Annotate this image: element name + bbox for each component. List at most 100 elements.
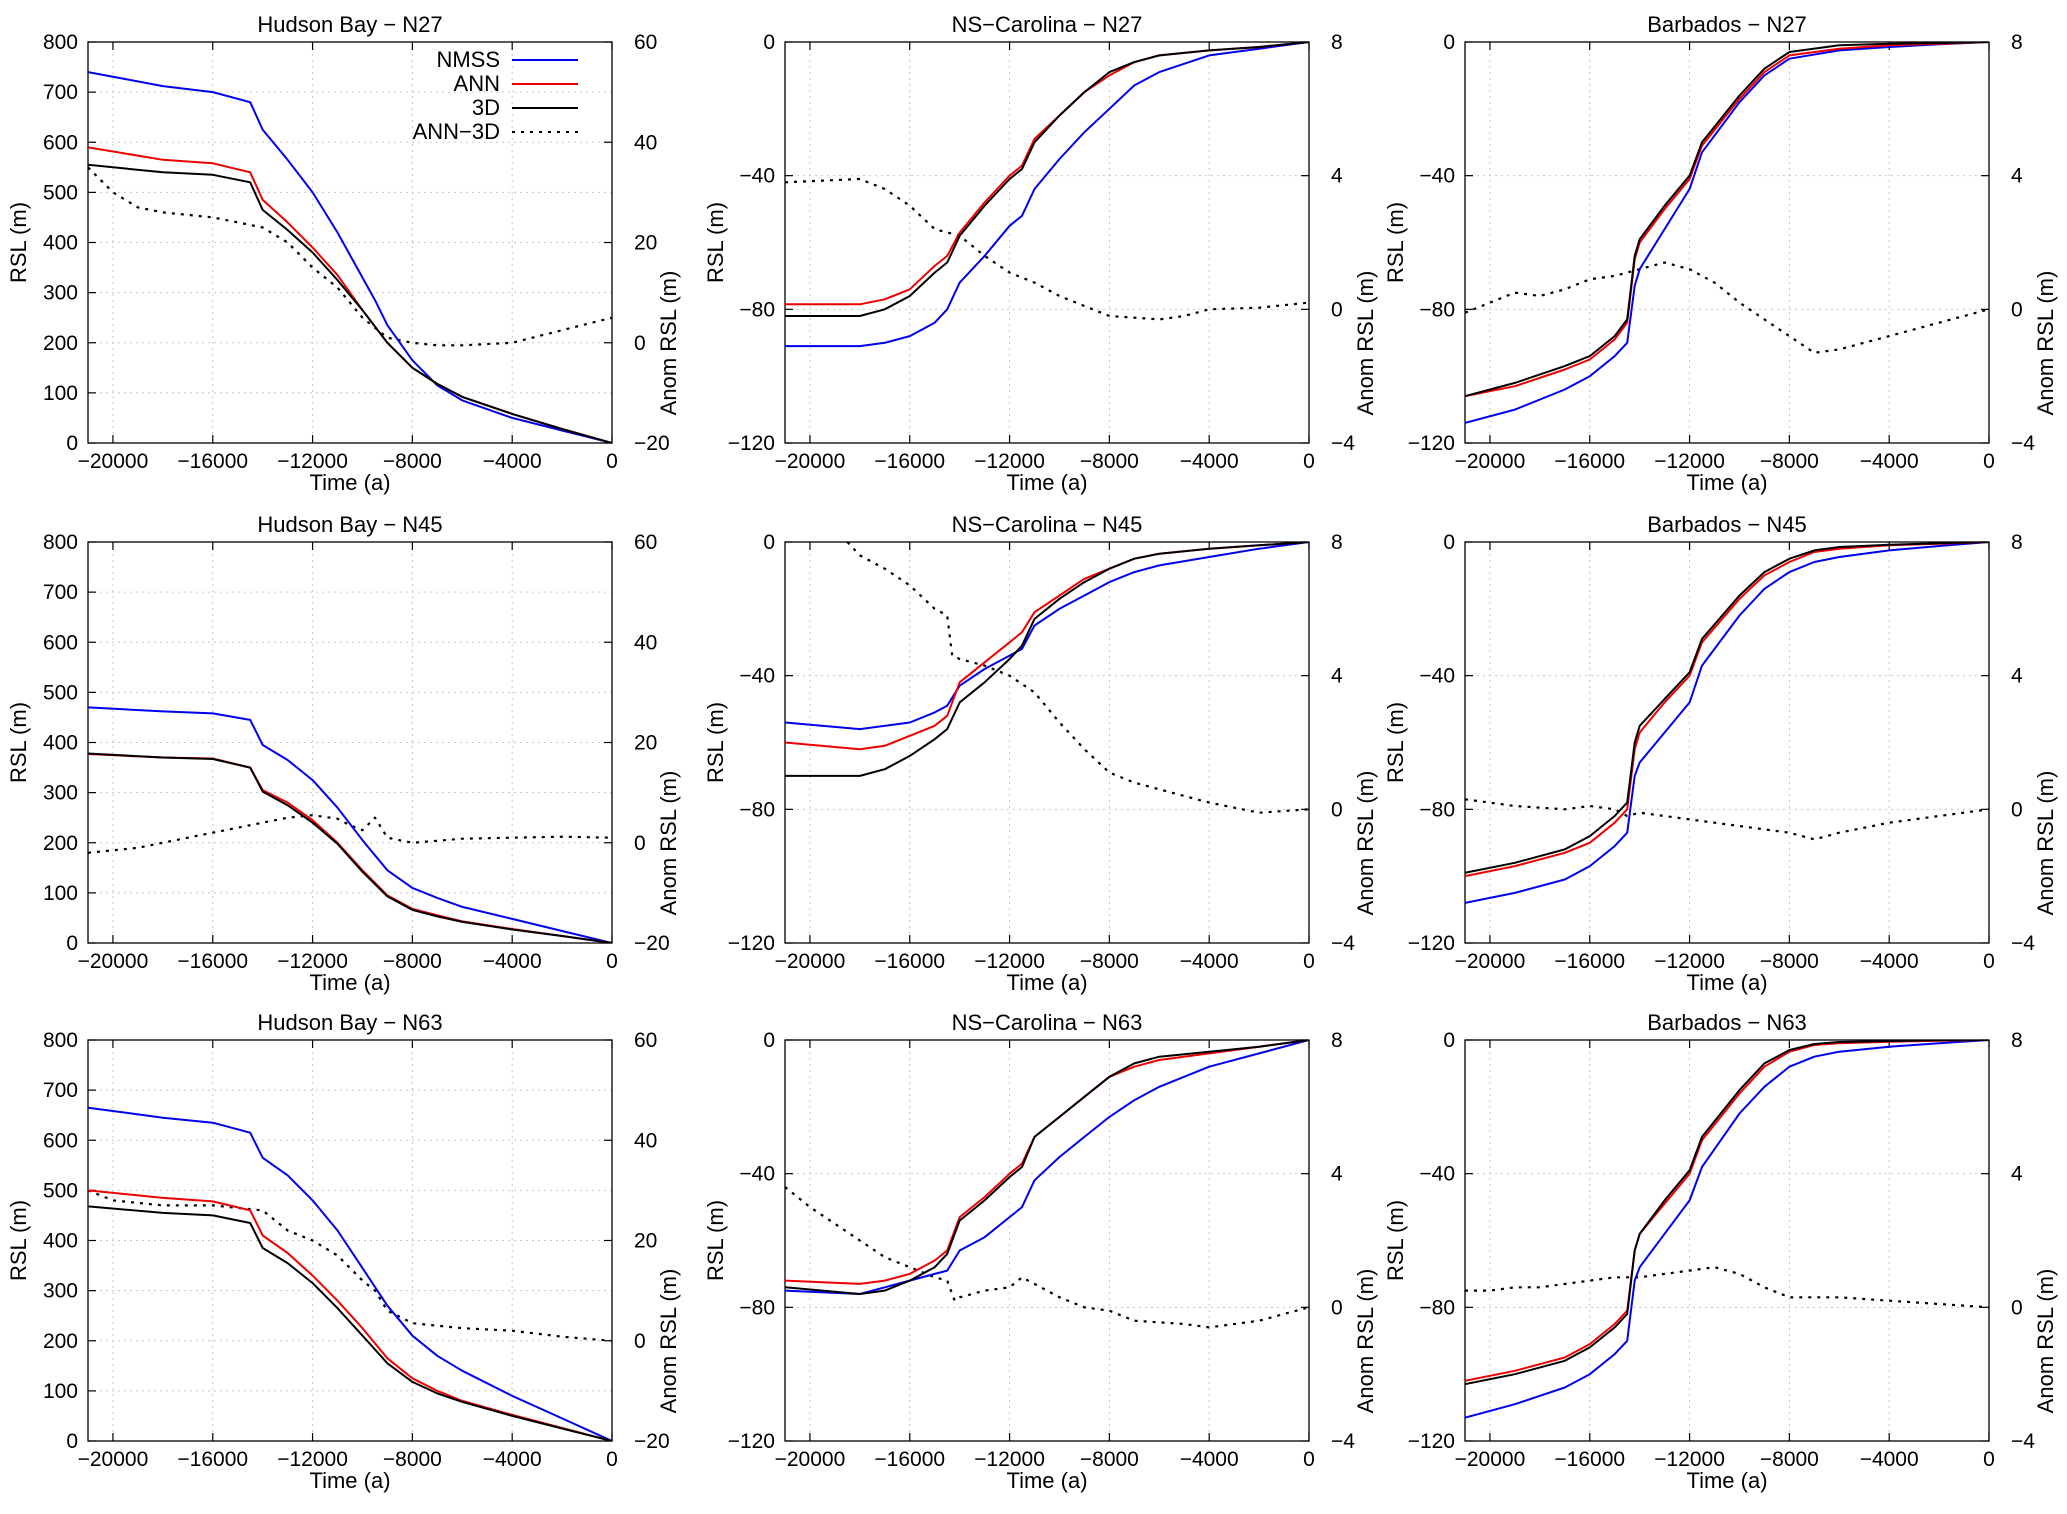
y-axis-label: RSL (m) xyxy=(1383,202,1408,283)
x-tick-label: −8000 xyxy=(383,1448,442,1471)
x-axis-label: Time (a) xyxy=(1006,1468,1087,1493)
y2-tick-label: 0 xyxy=(2011,298,2023,321)
y2-tick-label: 40 xyxy=(634,1129,657,1152)
y-tick-label: 700 xyxy=(43,1079,78,1102)
y2-tick-label: 40 xyxy=(634,131,657,154)
legend-label: NMSS xyxy=(436,47,500,72)
x-axis-label: Time (a) xyxy=(309,970,390,995)
x-tick-label: 0 xyxy=(1303,1448,1315,1471)
plot-frame xyxy=(784,541,1310,944)
x-tick-label: −4000 xyxy=(1860,450,1919,473)
x-tick-label: 0 xyxy=(606,950,618,973)
panel-6: −20000 −16000 −12000 −8000 −4000 0−120−80−400… xyxy=(1383,512,2058,995)
y2-tick-label: 4 xyxy=(1331,165,1343,188)
series-line-ann-3d xyxy=(1465,798,1989,841)
series-line-nmss xyxy=(88,71,612,443)
y-tick-label: 0 xyxy=(763,31,775,54)
y-tick-label: −120 xyxy=(1408,932,1455,955)
y2-tick-label: −20 xyxy=(634,1430,670,1453)
y-axis-label: RSL (m) xyxy=(1383,702,1408,783)
y-tick-label: 800 xyxy=(43,531,78,554)
x-tick-label: −20000 xyxy=(1455,950,1526,973)
y-tick-label: −40 xyxy=(739,665,775,688)
panel-7: −20000 −16000 −12000 −8000 −4000 001002003004… xyxy=(6,1010,681,1493)
series-line-nmss xyxy=(88,1106,612,1441)
y2-tick-label: −20 xyxy=(634,432,670,455)
y-tick-label: 400 xyxy=(43,732,78,755)
panel-title: NS−Carolina − N45 xyxy=(952,512,1143,537)
y-axis-label: RSL (m) xyxy=(6,202,31,283)
y-tick-label: −80 xyxy=(1419,1296,1455,1319)
series-line-3d xyxy=(1465,542,1989,874)
series-line-nmss xyxy=(88,706,612,943)
x-tick-label: 0 xyxy=(1303,450,1315,473)
x-tick-label: −16000 xyxy=(177,1448,248,1471)
y2-tick-label: 8 xyxy=(1331,1029,1343,1052)
series-line-nmss xyxy=(785,542,1309,731)
panel-title: Barbados − N45 xyxy=(1647,512,1807,537)
y2-tick-label: 20 xyxy=(634,232,657,255)
x-axis-label: Time (a) xyxy=(309,1468,390,1493)
y2-axis-label: Anom RSL (m) xyxy=(656,1269,681,1414)
y-tick-label: 300 xyxy=(43,782,78,805)
panel-2: −20000 −16000 −12000 −8000 −4000 0−120−80−400… xyxy=(703,12,1378,495)
x-tick-label: −16000 xyxy=(874,950,945,973)
x-tick-label: 0 xyxy=(606,1448,618,1471)
x-tick-label: −20000 xyxy=(78,450,149,473)
series-line-nmss xyxy=(1465,42,1989,424)
x-tick-label: 0 xyxy=(1983,450,1995,473)
x-tick-label: −16000 xyxy=(177,450,248,473)
x-tick-label: −16000 xyxy=(1554,450,1625,473)
y-tick-label: −120 xyxy=(728,1430,775,1453)
x-tick-label: −20000 xyxy=(78,950,149,973)
series-line-ann-3d xyxy=(785,1186,1309,1329)
plot-frame xyxy=(1464,1039,1990,1442)
y2-tick-label: 60 xyxy=(634,1029,657,1052)
y2-tick-label: 60 xyxy=(634,31,657,54)
series-line-nmss xyxy=(785,42,1309,348)
series-line-ann xyxy=(1465,542,1989,878)
y-axis-label: RSL (m) xyxy=(1383,1200,1408,1281)
panel-title: Barbados − N27 xyxy=(1647,12,1807,37)
panel-5: −20000 −16000 −12000 −8000 −4000 0−120−80−400… xyxy=(703,512,1378,995)
panel-8: −20000 −16000 −12000 −8000 −4000 0−120−80−400… xyxy=(703,1010,1378,1493)
y-tick-label: 600 xyxy=(43,631,78,654)
x-tick-label: −4000 xyxy=(1180,950,1239,973)
y-tick-label: −40 xyxy=(1419,165,1455,188)
series-line-3d xyxy=(785,42,1309,317)
y2-tick-label: 8 xyxy=(2011,31,2023,54)
series-line-ann-3d xyxy=(88,814,612,854)
x-tick-label: −8000 xyxy=(1080,950,1139,973)
y2-tick-label: 40 xyxy=(634,631,657,654)
y-tick-label: 700 xyxy=(43,581,78,604)
panel-title: Barbados − N63 xyxy=(1647,1010,1807,1035)
x-axis-label: Time (a) xyxy=(309,470,390,495)
y2-tick-label: 4 xyxy=(2011,165,2023,188)
y2-axis-label: Anom RSL (m) xyxy=(1353,271,1378,416)
series-line-ann-3d xyxy=(846,542,1309,814)
series-line-3d xyxy=(88,163,612,443)
x-tick-label: −12000 xyxy=(277,1448,348,1471)
y-tick-label: 200 xyxy=(43,832,78,855)
series-line-ann-3d xyxy=(1465,1266,1989,1309)
x-tick-label: −20000 xyxy=(78,1448,149,1471)
x-axis-label: Time (a) xyxy=(1006,470,1087,495)
y2-axis-label: Anom RSL (m) xyxy=(656,771,681,916)
x-tick-label: −12000 xyxy=(974,1448,1045,1471)
y-tick-label: −40 xyxy=(739,165,775,188)
x-tick-label: −8000 xyxy=(1760,450,1819,473)
y-tick-label: 0 xyxy=(66,432,78,455)
x-axis-label: Time (a) xyxy=(1686,1468,1767,1493)
x-tick-label: −4000 xyxy=(483,950,542,973)
x-axis-label: Time (a) xyxy=(1686,970,1767,995)
y-tick-label: 800 xyxy=(43,1029,78,1052)
panel-1: −20000 −16000 −12000 −8000 −4000 001002003004… xyxy=(6,12,681,495)
x-tick-label: −12000 xyxy=(974,950,1045,973)
series-line-ann-3d xyxy=(785,177,1309,321)
x-tick-label: −12000 xyxy=(1654,950,1725,973)
y-tick-label: 0 xyxy=(66,1430,78,1453)
y2-axis-label: Anom RSL (m) xyxy=(2033,1269,2058,1414)
x-tick-label: −12000 xyxy=(277,950,348,973)
y-tick-label: 500 xyxy=(43,681,78,704)
